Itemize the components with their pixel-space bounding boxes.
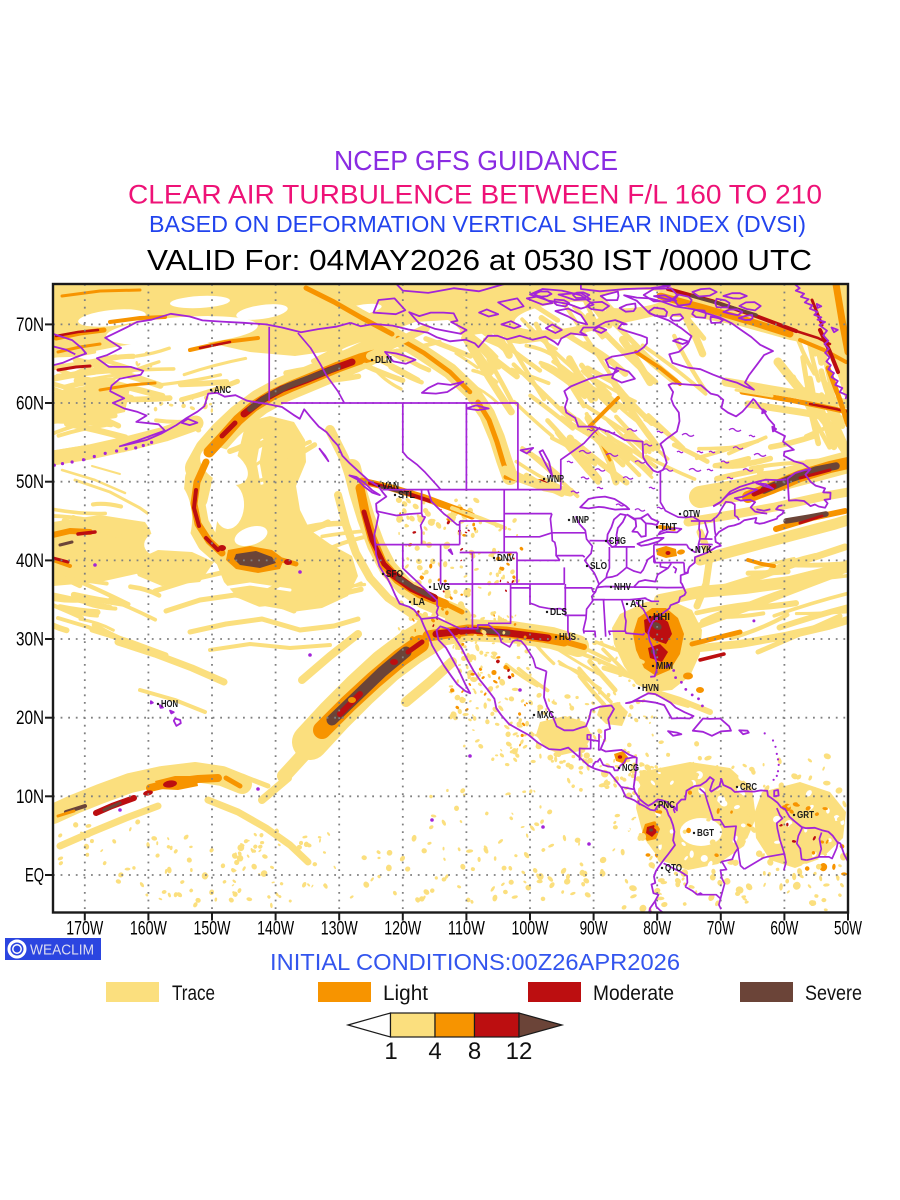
svg-text:GRT: GRT [797,809,814,821]
svg-text:40N: 40N [16,551,44,572]
svg-text:STL: STL [398,489,415,501]
svg-text:HVN: HVN [642,682,659,694]
svg-text:MXC: MXC [537,709,554,721]
svg-text:ANC: ANC [214,384,231,396]
svg-text:Severe: Severe [805,981,862,1005]
svg-text:CLEAR AIR TURBULENCE BETWEEN F: CLEAR AIR TURBULENCE BETWEEN F/L 160 TO … [128,180,822,210]
svg-text:8: 8 [468,1038,481,1065]
svg-text:DNV: DNV [497,552,514,564]
svg-text:MIM: MIM [656,660,673,672]
svg-text:BGT: BGT [697,827,714,839]
svg-text:4: 4 [428,1038,441,1065]
svg-text:MNP: MNP [572,514,589,526]
svg-text:WNP: WNP [547,473,564,485]
svg-text:10N: 10N [16,787,44,808]
svg-text:170W: 170W [66,919,103,940]
svg-text:LA: LA [413,596,425,608]
svg-text:30N: 30N [16,630,44,651]
svg-text:CHG: CHG [609,535,626,547]
svg-text:BASED ON DEFORMATION VERTICAL: BASED ON DEFORMATION VERTICAL SHEAR INDE… [149,211,806,237]
svg-text:PNC: PNC [658,799,675,811]
svg-text:TNT: TNT [660,521,677,533]
svg-text:DLS: DLS [550,606,567,618]
svg-text:SFO: SFO [386,568,403,580]
svg-text:ATL: ATL [630,598,647,610]
svg-text:NCG: NCG [622,762,639,774]
svg-text:150W: 150W [194,919,231,940]
svg-text:EQ: EQ [25,866,44,887]
svg-text:1: 1 [384,1038,397,1065]
svg-text:DLN: DLN [375,354,392,366]
svg-text:CRC: CRC [740,781,757,793]
svg-text:160W: 160W [130,919,167,940]
svg-text:NCEP GFS GUIDANCE: NCEP GFS GUIDANCE [334,145,618,176]
svg-text:12: 12 [506,1038,533,1065]
svg-text:Trace: Trace [172,981,215,1005]
svg-text:60N: 60N [16,394,44,415]
svg-text:100W: 100W [512,919,549,940]
svg-text:20N: 20N [16,708,44,729]
svg-text:130W: 130W [321,919,358,940]
svg-text:120W: 120W [384,919,421,940]
svg-text:QTO: QTO [665,862,682,874]
svg-text:Moderate: Moderate [593,981,674,1005]
svg-text:70W: 70W [707,919,735,940]
svg-text:HHI: HHI [653,611,670,623]
svg-text:WEACLIM: WEACLIM [30,942,94,959]
svg-text:NHV: NHV [614,581,631,593]
svg-text:HUS: HUS [559,631,576,643]
svg-text:60W: 60W [770,919,798,940]
svg-text:80W: 80W [643,919,671,940]
svg-text:INITIAL CONDITIONS:00Z26APR202: INITIAL CONDITIONS:00Z26APR2026 [270,949,680,975]
svg-text:50N: 50N [16,472,44,493]
svg-text:NYK: NYK [695,544,712,556]
svg-text:LVG: LVG [433,581,450,593]
svg-text:Light: Light [383,981,428,1005]
svg-text:140W: 140W [257,919,294,940]
svg-text:70N: 70N [16,315,44,336]
svg-text:VALID For: 04MAY2026 at 0530 I: VALID For: 04MAY2026 at 0530 IST /0000 U… [147,245,812,277]
svg-text:HON: HON [161,698,178,710]
svg-text:VAN: VAN [382,480,399,492]
svg-text:50W: 50W [834,919,862,940]
svg-text:90W: 90W [580,919,608,940]
svg-text:OTW: OTW [683,508,700,520]
svg-text:110W: 110W [448,919,485,940]
svg-text:SLO: SLO [590,560,607,572]
